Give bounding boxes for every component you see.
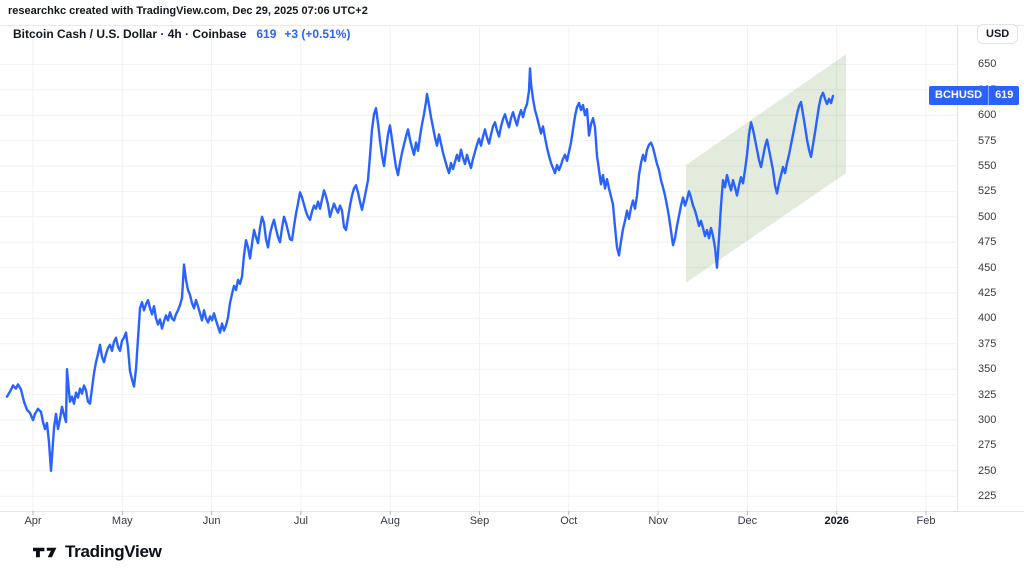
tradingview-footer-link[interactable]: TradingView [33, 542, 162, 562]
badge-divider [988, 86, 990, 106]
price-line-series [5, 67, 835, 472]
tradingview-brand-text: TradingView [65, 542, 162, 561]
attribution-text: researchkc created with TradingView.com,… [8, 5, 368, 17]
chart-legend: Bitcoin Cash / U.S. Dollar · 4h · Coinba… [13, 27, 350, 41]
badge-symbol: BCHUSD [935, 89, 983, 102]
legend-last-price: 619 [256, 27, 277, 41]
last-price-badge: BCHUSD 619 [929, 86, 1020, 106]
currency-usd-button[interactable]: USD [977, 24, 1019, 44]
time-axis[interactable] [0, 512, 1024, 534]
parallel-channel-drawing[interactable] [686, 54, 846, 283]
legend-change: +3 (+0.51%) [284, 27, 351, 41]
symbol-title[interactable]: Bitcoin Cash / U.S. Dollar · 4h · Coinba… [13, 27, 247, 41]
badge-price: 619 [995, 89, 1014, 102]
tradingview-logo-icon [33, 547, 57, 557]
